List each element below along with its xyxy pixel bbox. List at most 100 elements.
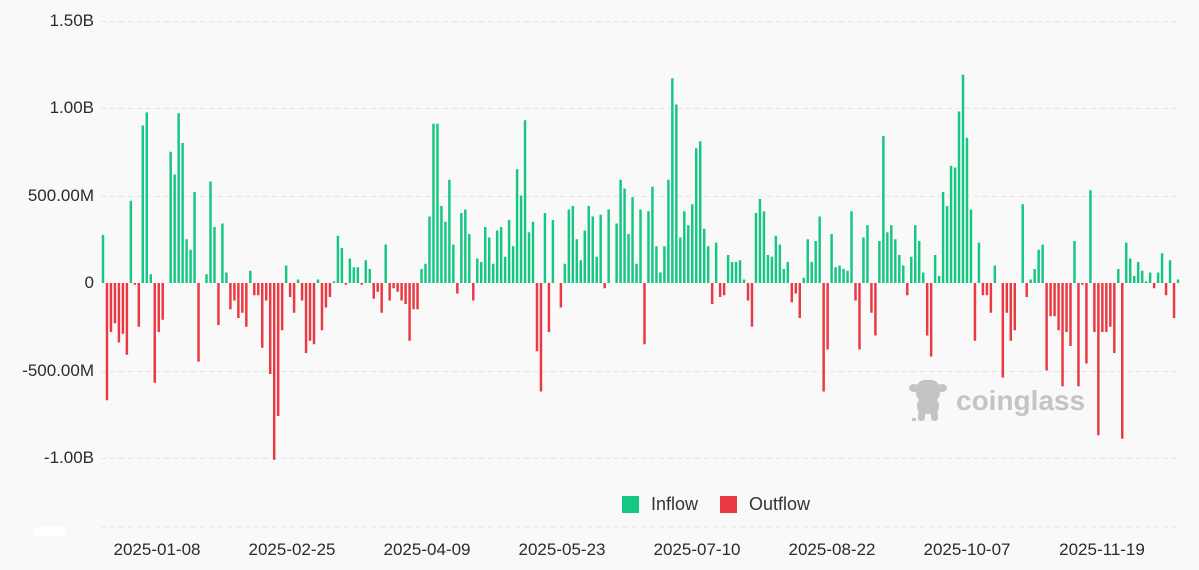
- inflow-bar[interactable]: [563, 263, 567, 283]
- outflow-bar[interactable]: [822, 283, 825, 392]
- outflow-bar[interactable]: [1013, 283, 1016, 331]
- outflow-bar[interactable]: [125, 283, 129, 355]
- outflow-bar[interactable]: [1085, 283, 1088, 364]
- inflow-bar[interactable]: [663, 246, 666, 283]
- outflow-bar[interactable]: [153, 283, 156, 383]
- inflow-bar[interactable]: [615, 223, 618, 284]
- inflow-bar[interactable]: [316, 279, 320, 284]
- outflow-bar[interactable]: [392, 283, 395, 289]
- outflow-bar[interactable]: [1105, 283, 1108, 332]
- inflow-bar[interactable]: [961, 74, 965, 283]
- inflow-bar[interactable]: [1132, 276, 1136, 283]
- inflow-bar[interactable]: [993, 265, 997, 284]
- inflow-bar[interactable]: [846, 270, 849, 283]
- outflow-bar[interactable]: [826, 283, 829, 350]
- inflow-bar[interactable]: [623, 188, 626, 284]
- inflow-bar[interactable]: [1140, 270, 1144, 283]
- outflow-bar[interactable]: [750, 283, 754, 327]
- outflow-bar[interactable]: [790, 283, 794, 303]
- outflow-bar[interactable]: [261, 283, 264, 348]
- outflow-bar[interactable]: [253, 283, 256, 296]
- outflow-bar[interactable]: [929, 283, 933, 357]
- outflow-bar[interactable]: [643, 283, 646, 345]
- inflow-bar[interactable]: [714, 242, 718, 283]
- inflow-bar[interactable]: [551, 220, 555, 283]
- outflow-bar[interactable]: [1053, 283, 1056, 317]
- inflow-bar[interactable]: [762, 211, 766, 283]
- inflow-bar[interactable]: [886, 232, 889, 283]
- outflow-bar[interactable]: [324, 283, 328, 308]
- inflow-bar[interactable]: [894, 239, 897, 283]
- inflow-bar[interactable]: [734, 262, 738, 283]
- inflow-bar[interactable]: [543, 213, 547, 283]
- outflow-bar[interactable]: [121, 283, 125, 334]
- inflow-bar[interactable]: [249, 270, 252, 283]
- inflow-bar[interactable]: [659, 272, 662, 284]
- inflow-bar[interactable]: [1160, 253, 1164, 283]
- outflow-bar[interactable]: [408, 283, 411, 341]
- outflow-bar[interactable]: [308, 283, 312, 341]
- inflow-bar[interactable]: [129, 200, 133, 283]
- inflow-bar[interactable]: [221, 223, 224, 284]
- inflow-bar[interactable]: [141, 125, 145, 284]
- inflow-bar[interactable]: [754, 213, 758, 283]
- outflow-bar[interactable]: [372, 283, 375, 299]
- inflow-bar[interactable]: [368, 269, 371, 283]
- inflow-bar[interactable]: [902, 265, 905, 284]
- outflow-bar[interactable]: [400, 283, 403, 301]
- inflow-bar[interactable]: [866, 225, 869, 283]
- outflow-bar[interactable]: [396, 283, 399, 292]
- inflow-bar[interactable]: [969, 209, 973, 284]
- outflow-bar[interactable]: [746, 283, 750, 301]
- outflow-bar[interactable]: [1025, 283, 1028, 297]
- inflow-bar[interactable]: [782, 269, 786, 283]
- inflow-bar[interactable]: [774, 235, 778, 283]
- outflow-bar[interactable]: [105, 283, 109, 401]
- outflow-bar[interactable]: [241, 283, 244, 313]
- inflow-bar[interactable]: [691, 204, 694, 283]
- outflow-bar[interactable]: [1049, 283, 1052, 317]
- outflow-bar[interactable]: [388, 283, 391, 301]
- inflow-bar[interactable]: [296, 279, 300, 284]
- inflow-bar[interactable]: [882, 136, 885, 283]
- inflow-bar[interactable]: [687, 225, 690, 283]
- outflow-bar[interactable]: [265, 283, 268, 301]
- inflow-bar[interactable]: [483, 227, 487, 283]
- inflow-bar[interactable]: [352, 267, 356, 283]
- inflow-bar[interactable]: [758, 199, 762, 283]
- inflow-bar[interactable]: [1041, 244, 1044, 284]
- outflow-bar[interactable]: [1005, 283, 1009, 313]
- inflow-bar[interactable]: [730, 262, 734, 283]
- inflow-bar[interactable]: [519, 195, 523, 284]
- inflow-bar[interactable]: [850, 211, 853, 283]
- outflow-bar[interactable]: [981, 283, 985, 296]
- inflow-bar[interactable]: [1125, 242, 1128, 283]
- inflow-bar[interactable]: [977, 242, 981, 283]
- outflow-bar[interactable]: [197, 283, 200, 362]
- outflow-bar[interactable]: [360, 283, 364, 285]
- outflow-bar[interactable]: [257, 283, 260, 296]
- inflow-bar[interactable]: [575, 239, 579, 283]
- inflow-bar[interactable]: [507, 220, 511, 283]
- inflow-bar[interactable]: [599, 214, 602, 283]
- outflow-bar[interactable]: [229, 283, 232, 310]
- inflow-bar[interactable]: [965, 137, 969, 283]
- outflow-bar[interactable]: [1065, 283, 1068, 332]
- outflow-bar[interactable]: [300, 283, 304, 301]
- outflow-bar[interactable]: [268, 283, 272, 374]
- inflow-bar[interactable]: [460, 213, 463, 283]
- inflow-bar[interactable]: [655, 246, 658, 283]
- inflow-bar[interactable]: [671, 78, 674, 283]
- outflow-bar[interactable]: [157, 283, 160, 332]
- outflow-bar[interactable]: [1164, 283, 1168, 296]
- inflow-bar[interactable]: [921, 272, 925, 284]
- inflow-bar[interactable]: [205, 274, 208, 283]
- inflow-bar[interactable]: [786, 262, 790, 283]
- inflow-bar[interactable]: [101, 234, 105, 284]
- inflow-bar[interactable]: [515, 169, 519, 283]
- inflow-bar[interactable]: [810, 262, 813, 283]
- inflow-bar[interactable]: [189, 249, 192, 283]
- inflow-bar[interactable]: [440, 206, 443, 283]
- outflow-bar[interactable]: [233, 283, 236, 301]
- inflow-bar[interactable]: [770, 256, 774, 283]
